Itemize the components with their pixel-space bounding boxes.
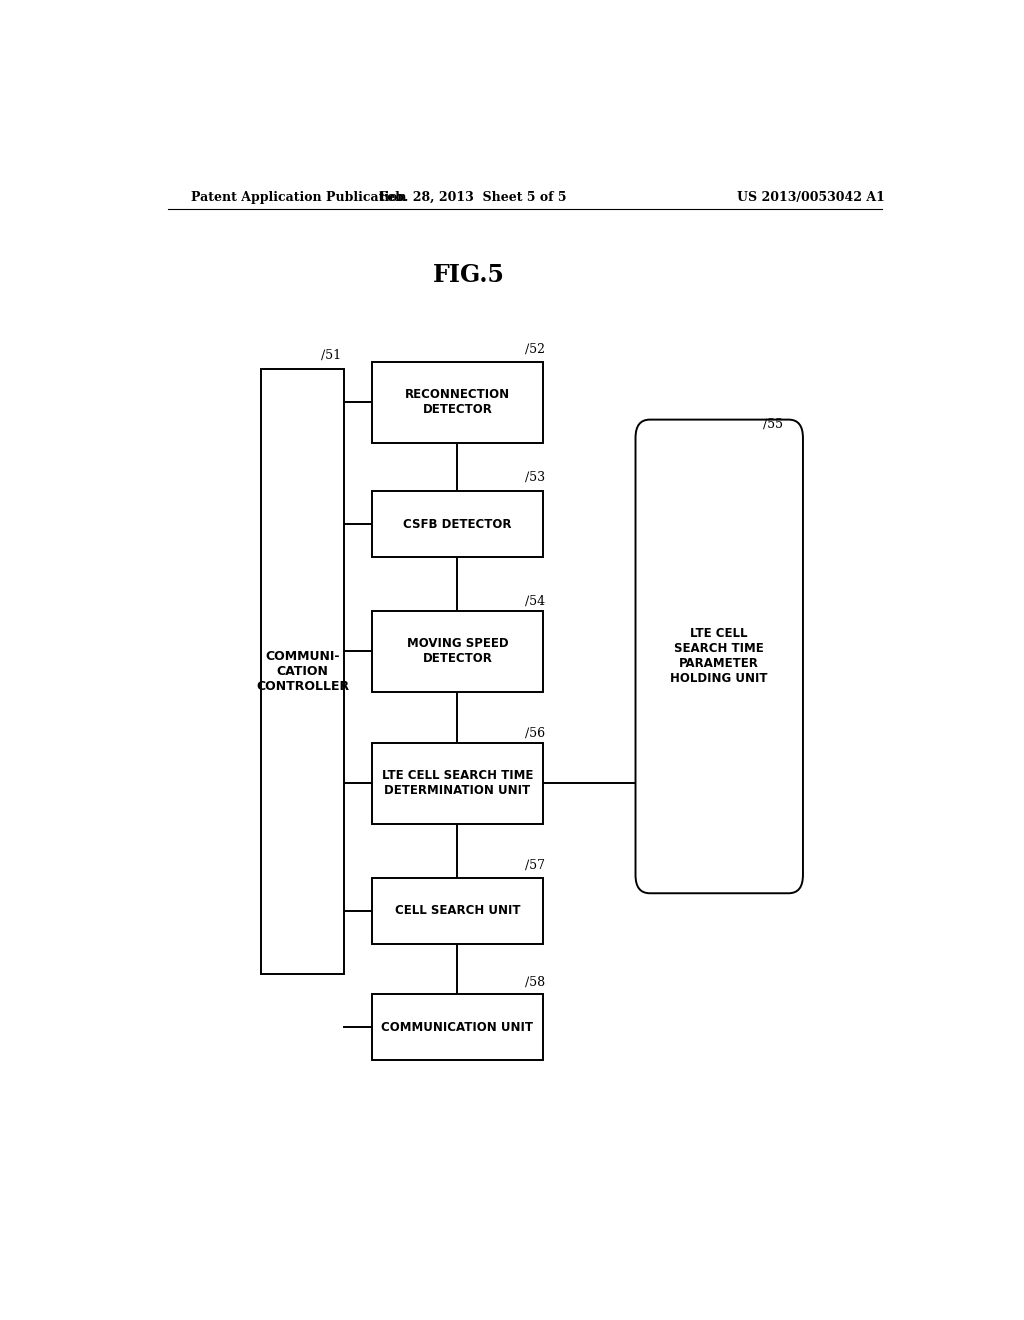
Bar xyxy=(372,491,543,557)
Text: FIG.5: FIG.5 xyxy=(433,263,505,288)
Text: Feb. 28, 2013  Sheet 5 of 5: Feb. 28, 2013 Sheet 5 of 5 xyxy=(380,190,567,203)
Bar xyxy=(372,362,543,444)
Text: ∕52: ∕52 xyxy=(524,343,545,355)
Bar xyxy=(372,743,543,824)
Text: ∕56: ∕56 xyxy=(524,727,545,739)
Bar xyxy=(372,878,543,944)
Text: RECONNECTION
DETECTOR: RECONNECTION DETECTOR xyxy=(404,388,510,416)
Text: ∕57: ∕57 xyxy=(524,859,545,873)
Text: COMMUNI-
CATION
CONTROLLER: COMMUNI- CATION CONTROLLER xyxy=(256,651,349,693)
Bar xyxy=(372,611,543,692)
Text: ∕54: ∕54 xyxy=(524,594,545,607)
Text: ∕51: ∕51 xyxy=(321,348,341,362)
Bar xyxy=(372,994,543,1060)
Text: US 2013/0053042 A1: US 2013/0053042 A1 xyxy=(736,190,885,203)
Text: ∕55: ∕55 xyxy=(763,418,783,430)
Text: ∕53: ∕53 xyxy=(524,471,545,483)
Text: ∕58: ∕58 xyxy=(524,975,545,989)
Text: LTE CELL SEARCH TIME
DETERMINATION UNIT: LTE CELL SEARCH TIME DETERMINATION UNIT xyxy=(382,770,534,797)
Bar xyxy=(261,370,344,974)
FancyBboxPatch shape xyxy=(636,420,803,894)
Text: CSFB DETECTOR: CSFB DETECTOR xyxy=(403,517,512,531)
Text: MOVING SPEED
DETECTOR: MOVING SPEED DETECTOR xyxy=(407,638,508,665)
Text: LTE CELL
SEARCH TIME
PARAMETER
HOLDING UNIT: LTE CELL SEARCH TIME PARAMETER HOLDING U… xyxy=(671,627,768,685)
Text: CELL SEARCH UNIT: CELL SEARCH UNIT xyxy=(394,904,520,917)
Text: COMMUNICATION UNIT: COMMUNICATION UNIT xyxy=(381,1020,534,1034)
Text: Patent Application Publication: Patent Application Publication xyxy=(191,190,407,203)
